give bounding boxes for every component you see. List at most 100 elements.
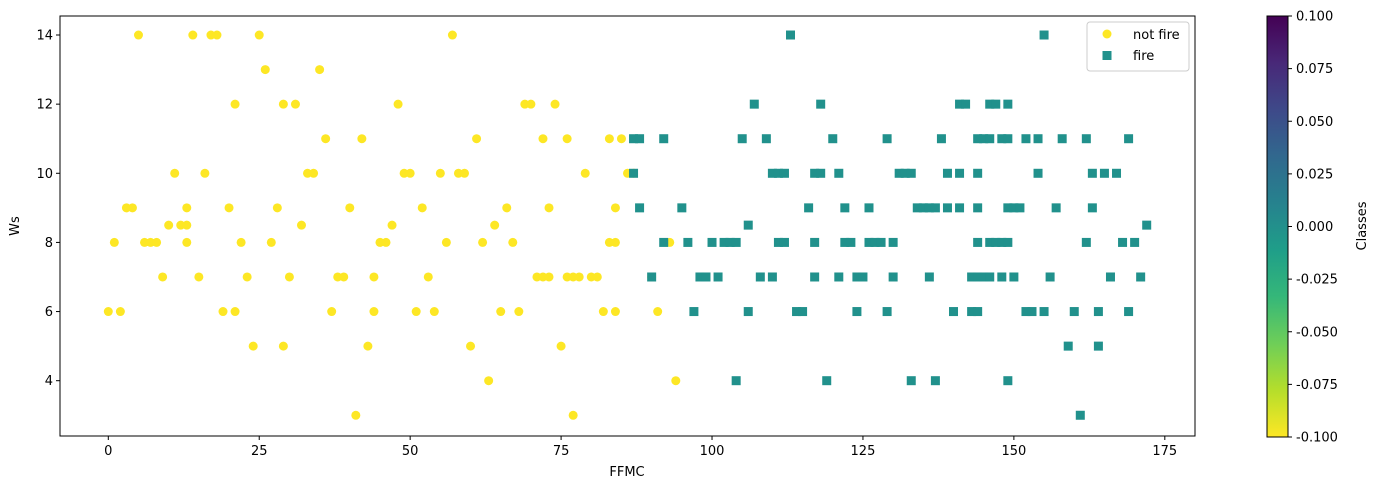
point-fire [991,237,1001,247]
point-fire [629,168,639,178]
point-fire [930,376,940,386]
point-fire [659,134,669,144]
point-not-fire [671,376,681,386]
point-fire [949,307,959,317]
point-fire [973,168,983,178]
point-fire [961,99,971,109]
point-not-fire [363,341,373,351]
point-fire [985,272,995,282]
point-fire [810,272,820,282]
point-fire [647,272,657,282]
point-fire [731,237,741,247]
point-fire [1003,99,1013,109]
point-not-fire [182,203,192,213]
point-fire [894,168,904,178]
y-axis: 4 6 8 10 12 14 [36,29,60,389]
point-not-fire [417,203,427,213]
point-fire [834,272,844,282]
point-not-fire [357,134,367,144]
point-fire [997,237,1007,247]
point-not-fire [556,341,566,351]
x-axis: 0 25 50 75 100 125 150 175 [104,436,1177,459]
point-fire [810,237,820,247]
point-fire [882,307,892,317]
point-fire [725,237,735,247]
point-fire [743,307,753,317]
point-not-fire [272,203,282,213]
point-fire [779,237,789,247]
point-fire [930,203,940,213]
point-not-fire [502,203,512,213]
point-not-fire [538,134,548,144]
point-fire [1124,307,1134,317]
x-tick-label: 25 [251,444,268,459]
point-fire [1093,341,1103,351]
point-not-fire [339,272,349,282]
point-not-fire [158,272,168,282]
point-not-fire [508,237,518,247]
point-not-fire [115,307,125,317]
point-not-fire [526,99,536,109]
point-not-fire [550,99,560,109]
point-fire [1051,203,1061,213]
point-not-fire [278,341,288,351]
point-fire [689,307,699,317]
point-fire [1003,203,1013,213]
colorbar-tick-label: 0.000 [1296,220,1333,235]
point-not-fire [369,272,379,282]
point-not-fire [393,99,403,109]
colorbar-tick-label: -0.075 [1296,378,1338,393]
point-not-fire [127,203,137,213]
point-fire [864,237,874,247]
point-not-fire [610,203,620,213]
legend-marker-not-fire [1102,29,1112,39]
point-fire [1021,307,1031,317]
point-fire [1021,134,1031,144]
point-fire [635,134,645,144]
point-fire [900,168,910,178]
point-fire [852,307,862,317]
point-not-fire [472,134,482,144]
point-fire [985,134,995,144]
point-fire [1105,272,1115,282]
point-fire [810,168,820,178]
point-fire [1087,203,1097,213]
x-tick-label: 150 [1001,444,1026,459]
point-fire [629,134,639,144]
y-tick-label: 8 [45,236,53,251]
point-not-fire [152,237,162,247]
legend-label-fire: fire [1133,49,1154,64]
point-fire [955,99,965,109]
point-fire [1009,203,1019,213]
point-fire [936,134,946,144]
point-fire [985,99,995,109]
point-fire [749,99,759,109]
point-not-fire [218,307,228,317]
point-not-fire [321,134,331,144]
x-axis-title: FFMC [609,465,644,480]
point-not-fire [604,134,614,144]
point-not-fire [260,65,270,75]
point-fire [1093,307,1103,317]
point-not-fire [290,99,300,109]
point-not-fire [266,237,276,247]
point-fire [1124,134,1134,144]
point-fire [659,237,669,247]
point-fire [840,203,850,213]
point-not-fire [103,307,113,317]
point-not-fire [562,134,572,144]
point-not-fire [284,272,294,282]
point-fire [822,376,832,386]
point-fire [1039,307,1049,317]
y-tick-label: 12 [36,98,53,113]
plot-frame [59,15,1196,437]
point-fire [1039,30,1049,40]
point-not-fire [592,272,602,282]
point-not-fire [315,65,325,75]
point-not-fire [381,237,391,247]
point-fire [1009,272,1019,282]
point-fire [979,272,989,282]
point-fire [882,134,892,144]
point-fire [888,272,898,282]
point-fire [1142,220,1152,230]
